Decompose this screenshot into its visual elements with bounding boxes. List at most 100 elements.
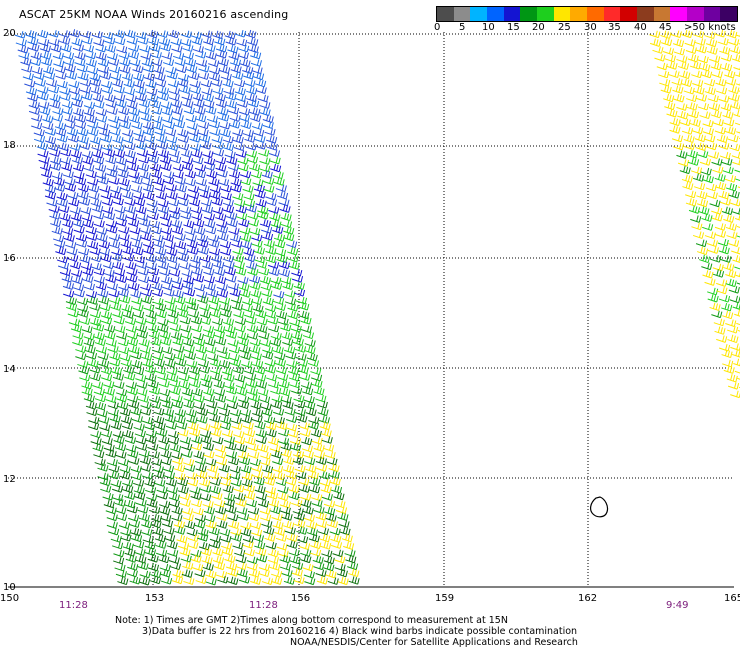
wind-barb (124, 149, 136, 159)
wind-barb (232, 541, 244, 550)
wind-barb (272, 171, 284, 180)
wind-barb (245, 373, 257, 381)
wind-barb (116, 45, 128, 54)
wind-barb (155, 302, 167, 312)
wind-barb (165, 128, 177, 137)
wind-barb (154, 72, 166, 82)
wind-barb (162, 400, 174, 409)
wind-barb (142, 359, 154, 368)
wind-barb (129, 58, 141, 67)
wind-barb (66, 302, 78, 311)
wind-barb (716, 286, 728, 295)
wind-barb (216, 520, 228, 529)
wind-barb (206, 170, 218, 179)
wind-barb (223, 381, 235, 390)
legend-swatch (520, 7, 537, 21)
wind-barb (46, 198, 58, 207)
wind-barb (115, 156, 127, 166)
wind-barb (287, 430, 299, 438)
wind-barb (237, 100, 249, 108)
wind-barb (253, 71, 265, 81)
wind-barb (225, 100, 238, 109)
wind-barb (186, 64, 198, 73)
wind-barb (67, 310, 79, 318)
wind-barb (299, 373, 311, 381)
wind-barb (270, 276, 282, 285)
wind-barb (189, 428, 201, 437)
wind-barb (232, 135, 244, 144)
wind-barb (104, 37, 116, 45)
wind-barb (93, 276, 105, 284)
wind-barb (160, 101, 173, 109)
wind-barb (165, 422, 177, 430)
wind-barb (147, 155, 160, 164)
wind-barb (234, 199, 246, 208)
wind-barb (267, 261, 280, 269)
wind-barb (127, 562, 139, 571)
wind-barb (319, 479, 331, 487)
wind-barb (723, 365, 735, 374)
wind-barb (182, 44, 194, 52)
wind-barb (214, 267, 226, 276)
wind-barb (109, 358, 121, 367)
wind-barb (265, 541, 277, 550)
wind-barb (191, 435, 203, 444)
wind-barb (717, 38, 729, 46)
wind-barb (718, 142, 730, 150)
legend-swatch (553, 7, 571, 21)
wind-barb (125, 381, 137, 390)
wind-barb (210, 428, 222, 437)
wind-barb (100, 366, 113, 375)
wind-barb (203, 36, 215, 46)
wind-barb (242, 535, 255, 543)
wind-barb (718, 245, 730, 255)
wind-barb (38, 38, 50, 47)
wind-barb (76, 64, 88, 73)
wind-barb (141, 295, 153, 304)
wind-barb (191, 388, 203, 397)
wind-barb (132, 247, 144, 256)
wind-barb (223, 498, 235, 507)
wind-barb (89, 365, 101, 374)
wind-barb (98, 296, 110, 305)
wind-barb (135, 86, 147, 95)
wind-barb (683, 134, 695, 143)
wind-barb (85, 352, 98, 360)
wind-barb (201, 30, 213, 38)
wind-barb (124, 548, 136, 557)
wind-barb (255, 309, 267, 319)
wind-barb (31, 121, 43, 130)
wind-barb (103, 269, 115, 277)
wind-barb (228, 51, 240, 60)
wind-barb (100, 253, 112, 263)
wind-barb (99, 477, 111, 487)
wind-barb (122, 429, 134, 439)
wind-barb (112, 541, 124, 550)
wind-barb (156, 492, 169, 500)
wind-barb (202, 150, 214, 159)
wind-barb (97, 472, 109, 481)
wind-barb (174, 120, 186, 129)
wind-barb (692, 173, 705, 182)
wind-barb (290, 442, 302, 452)
wind-barb (130, 234, 142, 242)
wind-barb (83, 393, 95, 403)
wind-barb (705, 183, 717, 192)
wind-barb (143, 304, 155, 312)
wind-barb (231, 302, 243, 311)
wind-barb (242, 129, 254, 138)
wind-barb (201, 379, 213, 388)
wind-barb (308, 533, 320, 543)
wind-barb (711, 213, 723, 222)
wind-barb (155, 134, 168, 144)
wind-barb (236, 568, 248, 578)
wind-barb (136, 388, 148, 397)
wind-barb (111, 253, 123, 262)
wind-barb (185, 58, 197, 67)
wind-barb (95, 346, 107, 354)
wind-barb (128, 520, 141, 528)
wind-barb (332, 549, 344, 558)
wind-barb (179, 547, 191, 557)
wind-barb (204, 337, 216, 347)
wind-barb (269, 505, 281, 515)
